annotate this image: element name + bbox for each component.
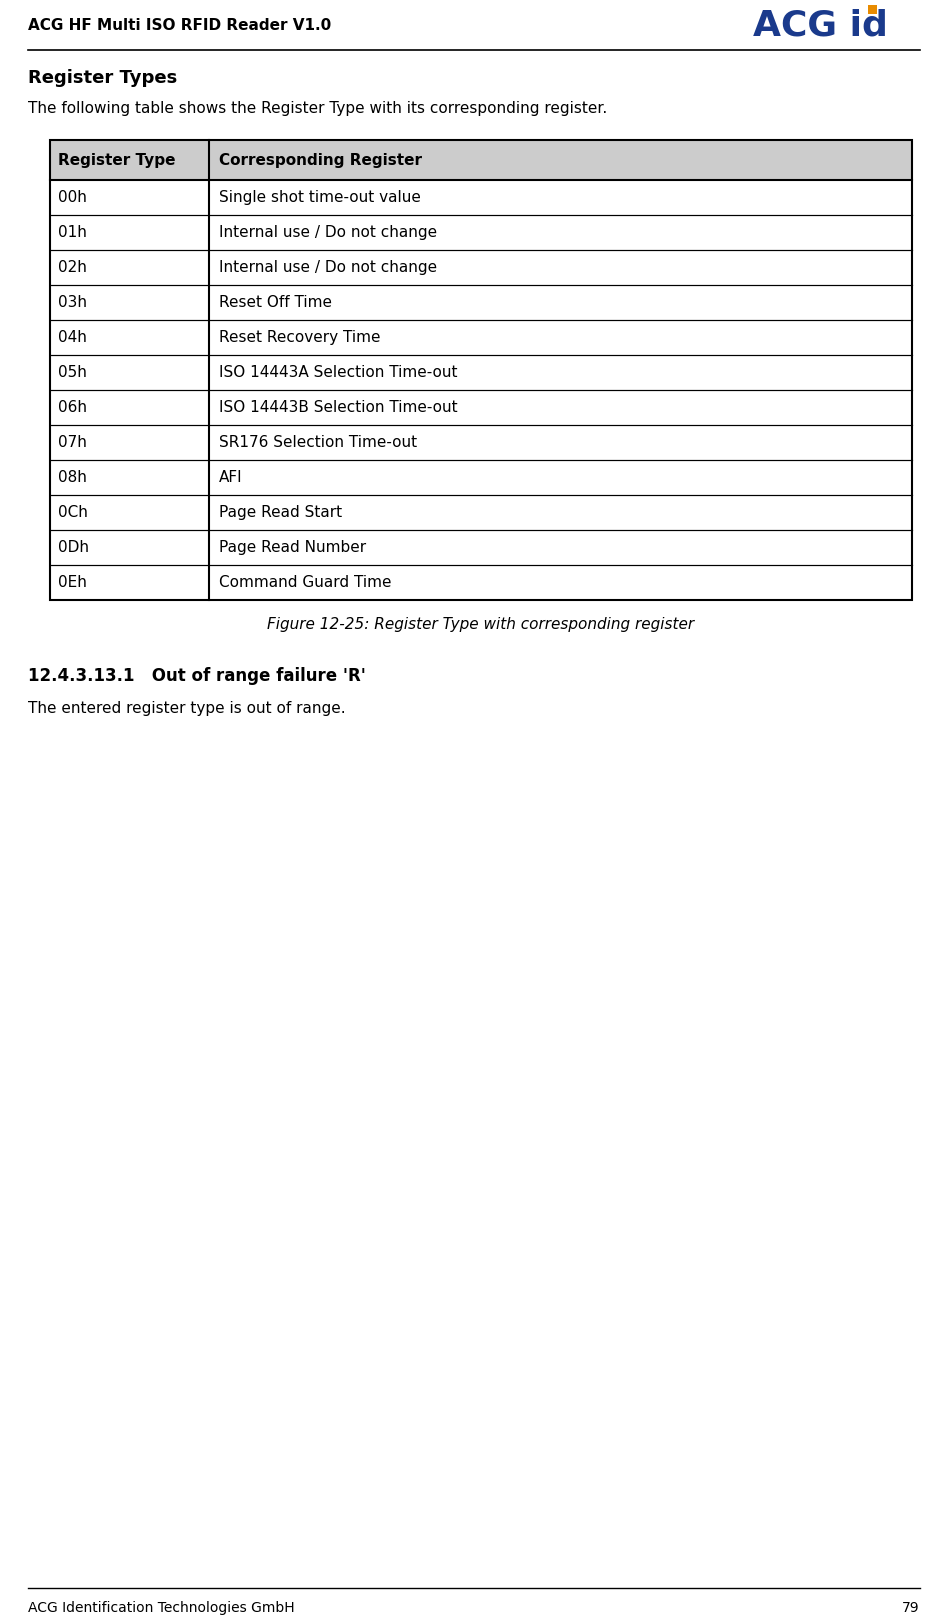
Bar xyxy=(868,5,877,15)
Text: 04h: 04h xyxy=(58,329,87,345)
Text: 0Dh: 0Dh xyxy=(58,540,89,555)
Text: ACG id: ACG id xyxy=(753,10,887,44)
Text: 12.4.3.13.1   Out of range failure 'R': 12.4.3.13.1 Out of range failure 'R' xyxy=(28,667,366,684)
Text: Reset Recovery Time: Reset Recovery Time xyxy=(219,329,380,345)
Text: Page Read Number: Page Read Number xyxy=(219,540,366,555)
Text: ISO 14443B Selection Time-out: ISO 14443B Selection Time-out xyxy=(219,401,458,415)
Text: ACG Identification Technologies GmbH: ACG Identification Technologies GmbH xyxy=(28,1601,295,1616)
Text: ISO 14443A Selection Time-out: ISO 14443A Selection Time-out xyxy=(219,365,458,380)
Text: The following table shows the Register Type with its corresponding register.: The following table shows the Register T… xyxy=(28,101,608,115)
Text: Reset Off Time: Reset Off Time xyxy=(219,295,332,310)
Text: ACG HF Multi ISO RFID Reader V1.0: ACG HF Multi ISO RFID Reader V1.0 xyxy=(28,18,331,34)
Text: 79: 79 xyxy=(902,1601,920,1616)
Bar xyxy=(50,139,912,600)
Text: 02h: 02h xyxy=(58,260,87,276)
Text: Command Guard Time: Command Guard Time xyxy=(219,576,392,590)
Text: 01h: 01h xyxy=(58,225,87,240)
Text: Register Types: Register Types xyxy=(28,70,177,88)
Text: 08h: 08h xyxy=(58,470,87,485)
Text: 06h: 06h xyxy=(58,401,87,415)
Text: 00h: 00h xyxy=(58,190,87,204)
Bar xyxy=(50,139,912,180)
Text: The entered register type is out of range.: The entered register type is out of rang… xyxy=(28,701,346,715)
Text: 05h: 05h xyxy=(58,365,87,380)
Text: Internal use / Do not change: Internal use / Do not change xyxy=(219,225,437,240)
Text: 03h: 03h xyxy=(58,295,87,310)
Text: Register Type: Register Type xyxy=(58,152,175,167)
Text: 0Eh: 0Eh xyxy=(58,576,87,590)
Text: Page Read Start: Page Read Start xyxy=(219,504,342,521)
Text: 0Ch: 0Ch xyxy=(58,504,88,521)
Text: Figure 12-25: Register Type with corresponding register: Figure 12-25: Register Type with corresp… xyxy=(267,616,695,631)
Text: Corresponding Register: Corresponding Register xyxy=(219,152,422,167)
Text: SR176 Selection Time-out: SR176 Selection Time-out xyxy=(219,435,417,449)
Text: Single shot time-out value: Single shot time-out value xyxy=(219,190,421,204)
Bar xyxy=(50,180,912,600)
Text: 07h: 07h xyxy=(58,435,87,449)
Text: AFI: AFI xyxy=(219,470,243,485)
Text: Internal use / Do not change: Internal use / Do not change xyxy=(219,260,437,276)
